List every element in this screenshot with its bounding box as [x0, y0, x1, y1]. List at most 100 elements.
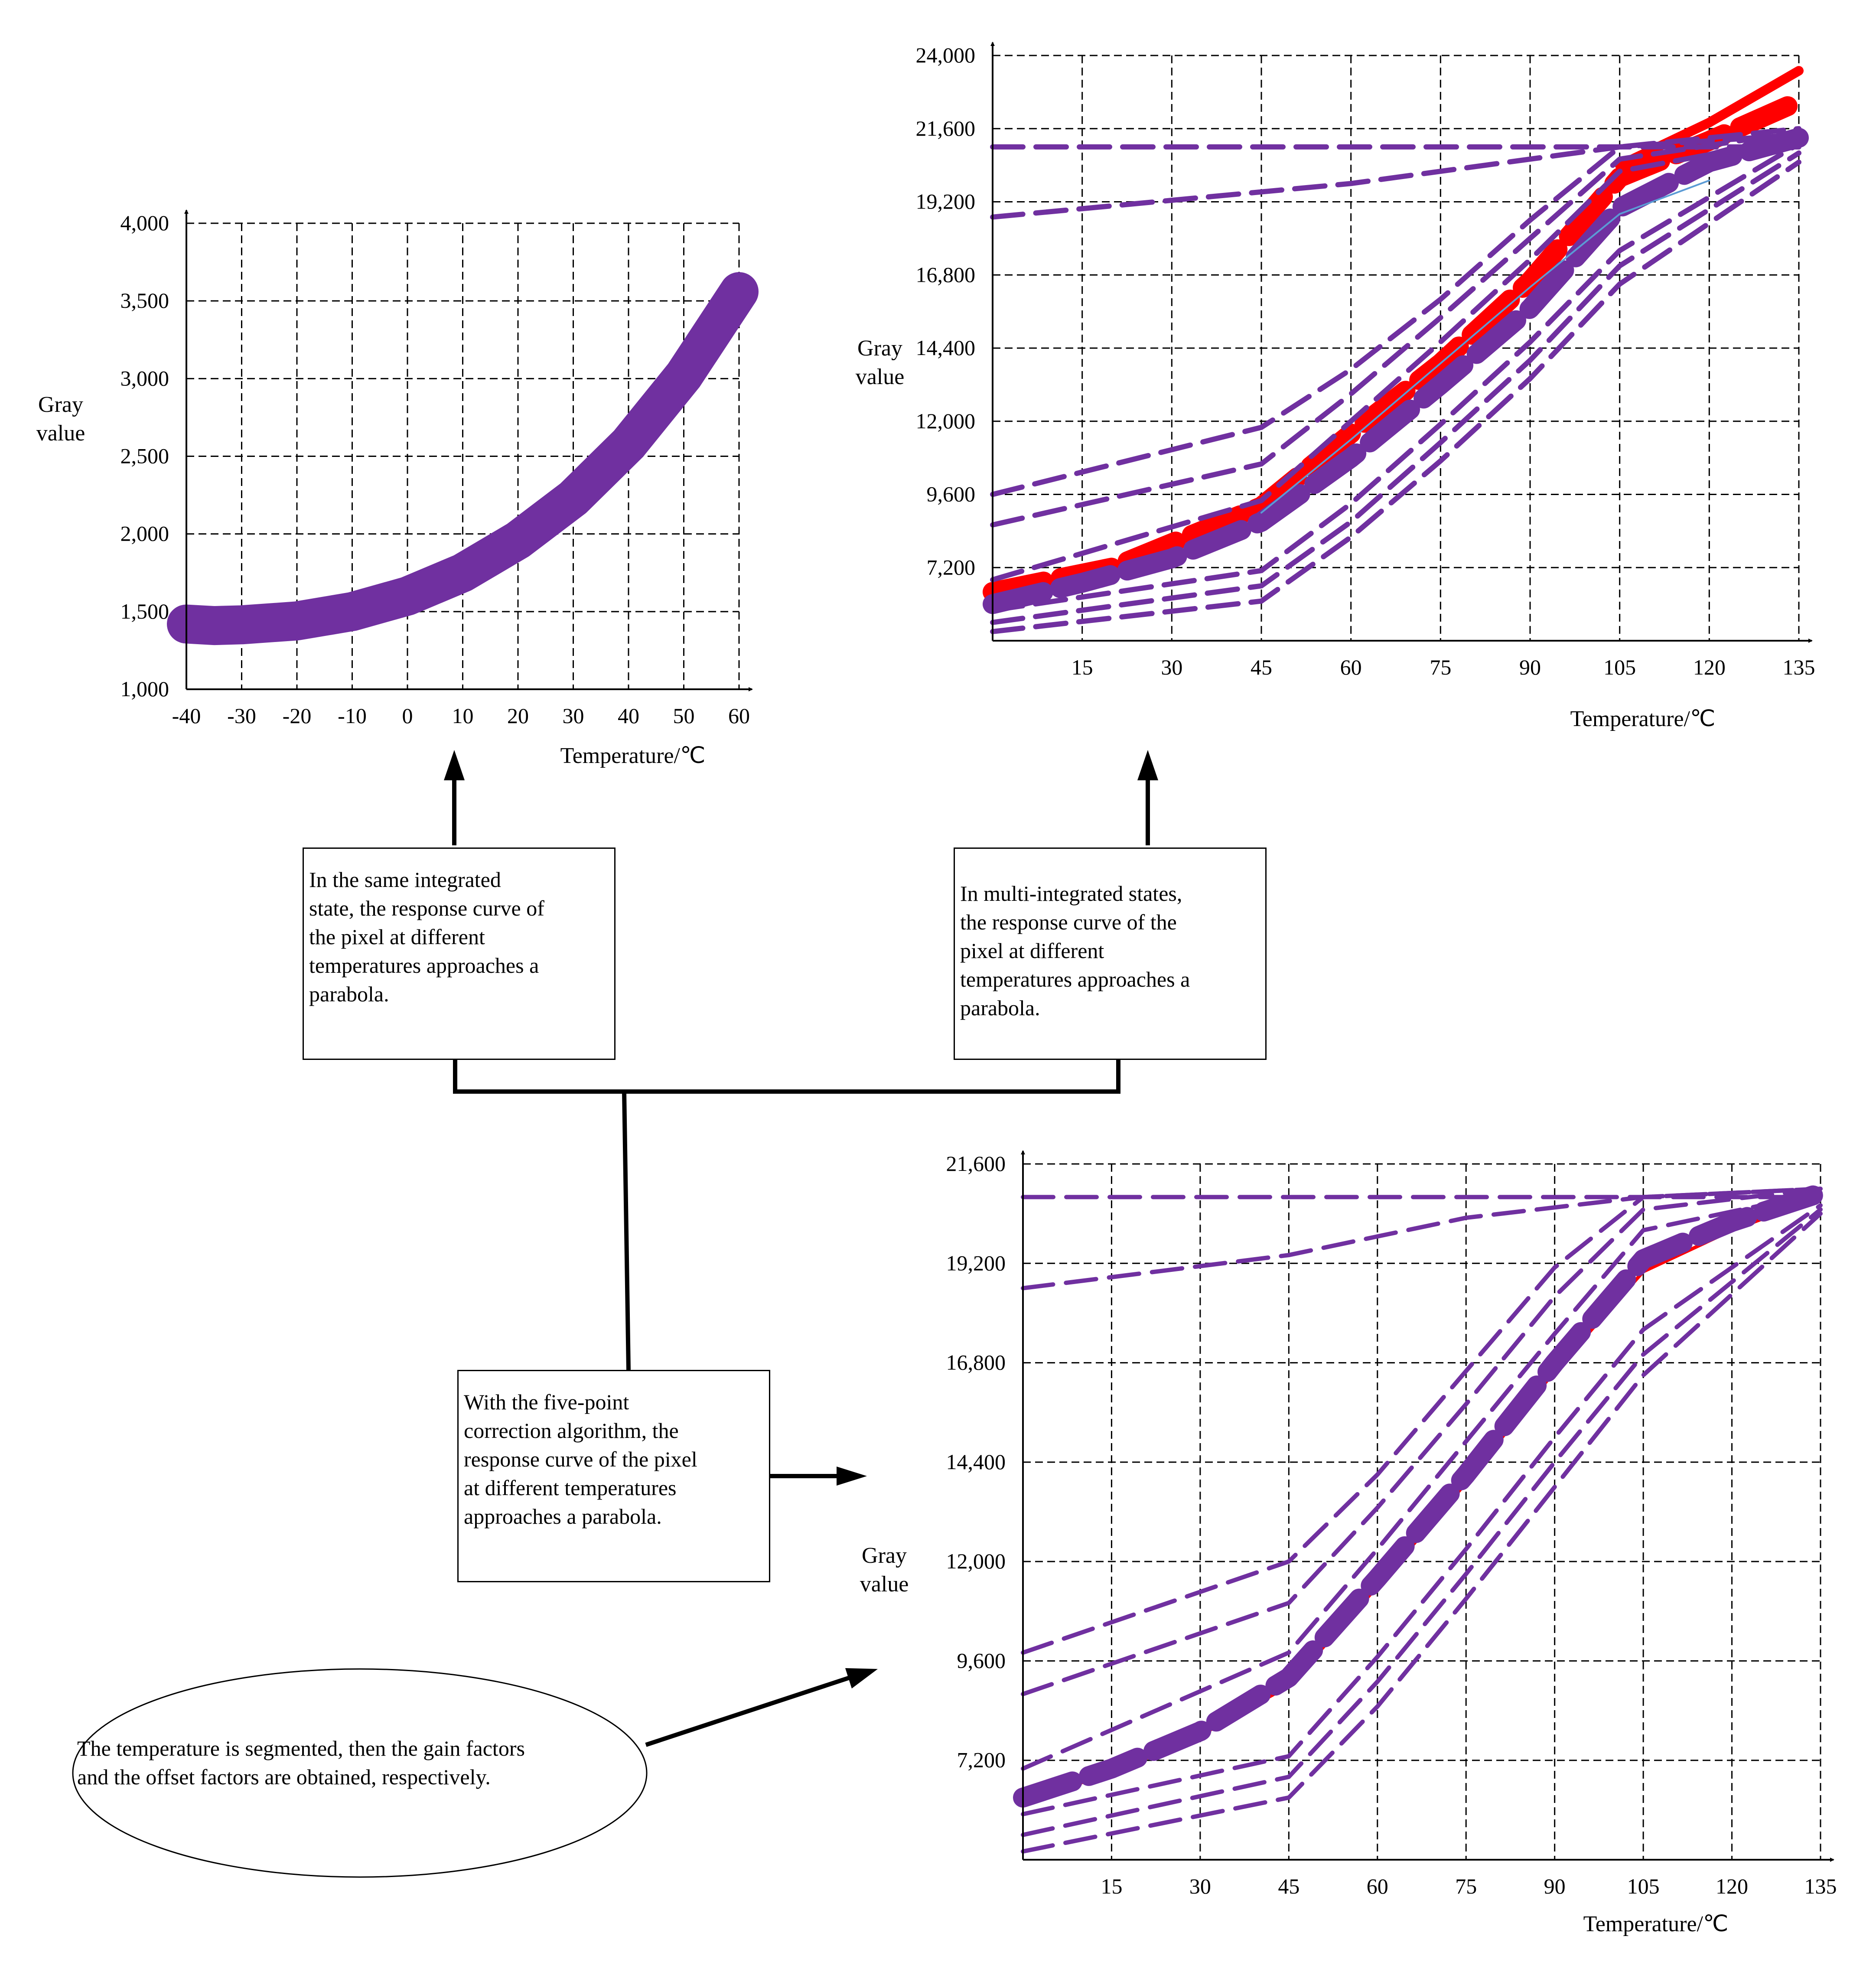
series-line-1 [1013, 1183, 1830, 1808]
series-line-3 [990, 141, 1801, 613]
y-axis-label: Gray value [856, 336, 905, 389]
y-tick-label-5: 19,200 [916, 189, 976, 214]
x-tick-label-8: 135 [1804, 1874, 1837, 1898]
y-tick-label-0: 1,000 [121, 677, 169, 701]
arrow-to-chart-2-head [1137, 750, 1158, 780]
arrow-to-chart-3-head [837, 1467, 867, 1486]
series-line-8 [990, 126, 1801, 497]
y-tick-label-1: 9,600 [927, 482, 976, 506]
y-tick-label-0: 7,200 [927, 555, 976, 579]
x-tick-label-8: 40 [618, 704, 639, 728]
y-tick-label-1: 9,600 [957, 1648, 1006, 1672]
y-axis-label-line-0: Gray [862, 1543, 907, 1568]
x-tick-label-7: 120 [1716, 1874, 1748, 1898]
series-line-7 [990, 129, 1801, 528]
y-tick-label-4: 16,800 [946, 1350, 1006, 1375]
y-tick-label-6: 21,600 [916, 116, 976, 140]
chart-five-point: 15 30 45 60 75 90 105 120 135 7,200 9,600 12,000 14,… [860, 1150, 1837, 1936]
series-line-9 [990, 132, 1801, 220]
y-axis-label-line-0: Gray [38, 392, 83, 417]
x-tick-label-6: 105 [1603, 655, 1636, 679]
x-tick-label-4: 75 [1455, 1874, 1477, 1898]
x-tick-label-7: 30 [563, 704, 584, 728]
x-axis-label: Temperature/℃ [560, 743, 706, 768]
y-axis-label-line-1: value [860, 1572, 909, 1597]
series-line-4 [1021, 1211, 1823, 1854]
series-line-0 [167, 272, 759, 645]
x-tick-label-3: 60 [1367, 1874, 1388, 1898]
x-tick-label-1: -30 [227, 704, 256, 728]
ellipse-note: The temperature is segmented, then the g… [77, 1734, 525, 1791]
series-line-5 [990, 160, 1801, 634]
ellipse-note-line-1: The temperature is segmented, then the g… [77, 1736, 525, 1760]
series-line-11 [1260, 179, 1710, 514]
x-tick-label-5: 10 [452, 704, 474, 728]
stem-connector [622, 1091, 631, 1370]
x-tick-label-3: 60 [1340, 655, 1362, 679]
bracket-connector [453, 1058, 1120, 1094]
x-tick-label-0: 15 [1101, 1874, 1122, 1898]
x-tick-label-5: 90 [1519, 655, 1541, 679]
series-line-6 [990, 135, 1801, 583]
y-tick-label-6: 4,000 [121, 211, 169, 235]
x-tick-label-2: 45 [1278, 1874, 1300, 1898]
ellipse-note-line-2: and the offset factors are obtained, res… [77, 1765, 491, 1789]
x-axis-label: Temperature/℃ [1583, 1912, 1729, 1936]
x-tick-label-6: 20 [507, 704, 529, 728]
series-group [167, 272, 759, 645]
y-tick-label-2: 12,000 [946, 1549, 1006, 1573]
series-line-7 [1021, 1186, 1823, 1655]
center-note-line-5: approaches a parabola. [464, 1504, 662, 1529]
y-axis-label: Gray value [860, 1543, 909, 1597]
y-tick-label-6: 21,600 [946, 1151, 1006, 1176]
x-tick-label-2: -20 [283, 704, 312, 728]
y-tick-label-3: 14,400 [916, 336, 976, 360]
y-tick-label-7: 24,000 [916, 43, 976, 67]
series-group [983, 66, 1809, 634]
series-line-3 [1021, 1207, 1823, 1837]
arrow-to-chart-1-head [444, 750, 465, 780]
x-axis-label: Temperature/℃ [1570, 707, 1716, 731]
left-note-line-3: the pixel at different [309, 925, 485, 949]
x-tick-label-5: 90 [1544, 1874, 1566, 1898]
right-note-line-1: In multi-integrated states, [960, 881, 1182, 906]
left-note-line-4: temperatures approaches a [309, 953, 539, 978]
x-tick-label-7: 120 [1693, 655, 1726, 679]
y-axis-label-line-1: value [36, 421, 85, 446]
x-tick-label-2: 45 [1251, 655, 1272, 679]
center-note-line-3: response curve of the pixel [464, 1447, 697, 1471]
left-note-box: In the same integrated state, the respon… [303, 847, 616, 1060]
y-tick-label-3: 2,500 [121, 444, 169, 468]
center-note-box: With the five-point correction algorithm… [457, 1370, 770, 1582]
center-note-line-1: With the five-point [464, 1390, 629, 1414]
series-line-4 [990, 150, 1801, 625]
right-note-line-5: parabola. [960, 996, 1040, 1020]
right-note-line-3: pixel at different [960, 939, 1104, 963]
chart-single-state: -40 -30 -20 -10 0 10 20 30 40 50 60 1,000 1,500 2,000… [36, 209, 759, 768]
x-tick-label-1: 30 [1189, 1874, 1211, 1898]
y-axis-label-line-1: value [856, 365, 905, 389]
x-tick-label-6: 105 [1627, 1874, 1660, 1898]
left-note-line-5: parabola. [309, 982, 389, 1006]
y-axis-label: Gray value [36, 392, 85, 446]
x-tick-label-10: 60 [728, 704, 750, 728]
y-tick-label-5: 3,500 [121, 288, 169, 313]
series-line-5 [1021, 1190, 1823, 1771]
right-note-line-4: temperatures approaches a [960, 967, 1190, 991]
series-line-2 [1021, 1203, 1823, 1816]
y-axis-label-line-0: Gray [857, 336, 902, 361]
x-tick-label-8: 135 [1783, 655, 1815, 679]
y-tick-label-1: 1,500 [121, 599, 169, 623]
x-tick-label-0: 15 [1072, 655, 1093, 679]
ellipse-arrow-head [845, 1668, 878, 1688]
x-tick-label-4: 75 [1430, 655, 1451, 679]
y-tick-label-5: 19,200 [946, 1251, 1006, 1275]
y-tick-label-2: 2,000 [121, 522, 169, 546]
series-line-6 [1021, 1186, 1823, 1696]
left-note-line-1: In the same integrated [309, 867, 501, 892]
right-note-line-2: the response curve of the [960, 910, 1177, 934]
y-tick-label-4: 3,000 [121, 366, 169, 390]
series-line-1 [1615, 66, 1804, 170]
center-note-line-4: at different temperatures [464, 1476, 677, 1500]
